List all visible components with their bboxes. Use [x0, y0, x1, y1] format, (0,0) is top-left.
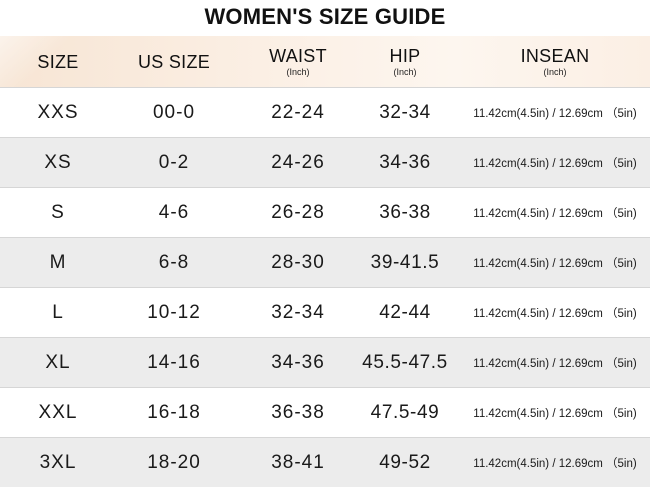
table-row: XXS 00-0 22-24 32-34 11.42cm(4.5in) / 12…	[0, 87, 650, 137]
cell-size: S	[51, 201, 65, 223]
cell-inseam: 11.42cm(4.5in) / 12.69cm （5in)	[473, 357, 637, 370]
cell-inseam: 11.42cm(4.5in) / 12.69cm （5in)	[473, 107, 637, 120]
cell-inseam: 11.42cm(4.5in) / 12.69cm （5in)	[473, 207, 637, 220]
cell-inseam: 11.42cm(4.5in) / 12.69cm （5in)	[473, 257, 637, 270]
header-hip-label: HIP	[389, 45, 421, 66]
table-row: XXL 16-18 36-38 47.5-49 11.42cm(4.5in) /…	[0, 387, 650, 437]
header-inseam-label: INSEAN	[520, 45, 590, 66]
cell-hip: 32-34	[379, 101, 431, 123]
cell-us-size: 4-6	[158, 201, 190, 223]
header-hip: HIP (Inch)	[350, 36, 460, 87]
cell-hip: 45.5-47.5	[362, 351, 448, 373]
cell-us-size: 14-16	[147, 351, 201, 373]
header-waist-label: WAIST	[269, 45, 327, 66]
cell-hip: 42-44	[379, 301, 431, 323]
cell-size: XXL	[38, 401, 78, 423]
header-waist-unit: (Inch)	[286, 66, 310, 77]
cell-hip: 49-52	[379, 451, 431, 473]
header-size: SIZE	[0, 36, 116, 87]
page-title: WOMEN'S SIZE GUIDE	[204, 4, 446, 29]
cell-waist: 28-30	[271, 251, 325, 273]
cell-size: M	[49, 251, 67, 273]
cell-size: XXS	[37, 101, 79, 123]
cell-us-size: 16-18	[147, 401, 201, 423]
cell-size: XL	[45, 351, 71, 373]
header-hip-unit: (Inch)	[393, 66, 417, 77]
cell-waist: 38-41	[271, 451, 325, 473]
cell-hip: 47.5-49	[370, 401, 440, 423]
table-row: S 4-6 26-28 36-38 11.42cm(4.5in) / 12.69…	[0, 187, 650, 237]
cell-us-size: 00-0	[152, 101, 196, 123]
cell-inseam: 11.42cm(4.5in) / 12.69cm （5in)	[473, 407, 637, 420]
cell-inseam: 11.42cm(4.5in) / 12.69cm （5in)	[473, 157, 637, 170]
cell-size: XS	[44, 151, 72, 173]
cell-inseam: 11.42cm(4.5in) / 12.69cm （5in)	[473, 457, 637, 470]
cell-hip: 36-38	[379, 201, 431, 223]
table-row: XL 14-16 34-36 45.5-47.5 11.42cm(4.5in) …	[0, 337, 650, 387]
table-header: SIZE US SIZE WAIST (Inch) HIP (Inch) INS…	[0, 36, 650, 87]
table-row: L 10-12 32-34 42-44 11.42cm(4.5in) / 12.…	[0, 287, 650, 337]
header-us-size: US SIZE	[116, 36, 232, 87]
header-inseam: INSEAN (Inch)	[460, 36, 650, 87]
cell-size: 3XL	[39, 451, 77, 473]
cell-inseam: 11.42cm(4.5in) / 12.69cm （5in)	[473, 307, 637, 320]
cell-waist: 36-38	[271, 401, 325, 423]
cell-us-size: 18-20	[147, 451, 201, 473]
header-waist: WAIST (Inch)	[232, 36, 364, 87]
cell-size: L	[52, 301, 64, 323]
size-guide-table: SIZE US SIZE WAIST (Inch) HIP (Inch) INS…	[0, 36, 650, 487]
cell-waist: 26-28	[271, 201, 325, 223]
cell-waist: 32-34	[271, 301, 325, 323]
header-inseam-unit: (Inch)	[543, 66, 567, 77]
cell-hip: 39-41.5	[370, 251, 440, 273]
cell-waist: 24-26	[271, 151, 325, 173]
cell-us-size: 10-12	[147, 301, 201, 323]
cell-us-size: 0-2	[158, 151, 190, 173]
table-row: XS 0-2 24-26 34-36 11.42cm(4.5in) / 12.6…	[0, 137, 650, 187]
cell-hip: 34-36	[379, 151, 431, 173]
table-row: M 6-8 28-30 39-41.5 11.42cm(4.5in) / 12.…	[0, 237, 650, 287]
table-row: 3XL 18-20 38-41 49-52 11.42cm(4.5in) / 1…	[0, 437, 650, 487]
cell-waist: 34-36	[271, 351, 325, 373]
cell-waist: 22-24	[271, 101, 325, 123]
header-us-size-label: US SIZE	[137, 51, 211, 72]
cell-us-size: 6-8	[158, 251, 190, 273]
header-size-label: SIZE	[37, 51, 79, 72]
